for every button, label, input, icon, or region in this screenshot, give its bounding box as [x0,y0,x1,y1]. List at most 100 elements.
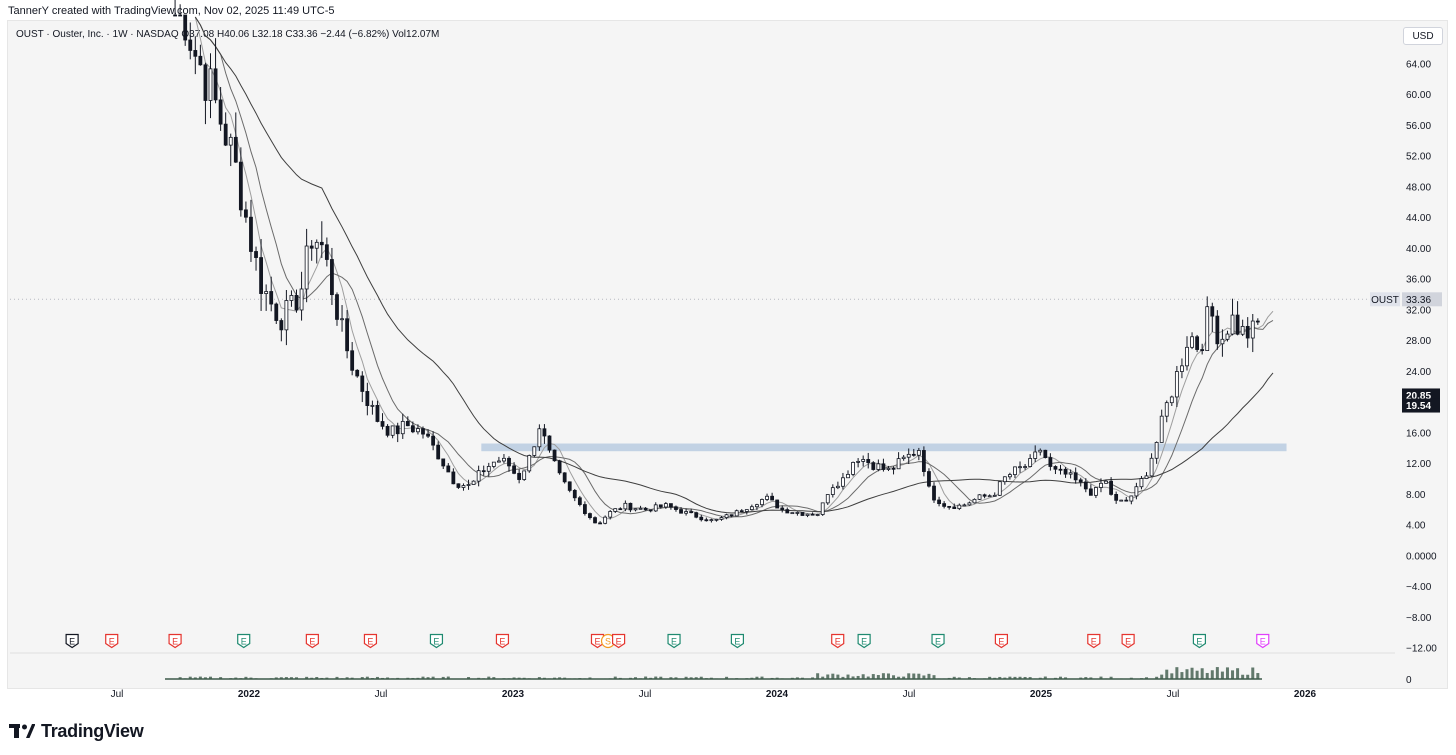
y-tick-label: 56.00 [1406,121,1431,132]
currency-button[interactable]: USD [1403,27,1443,45]
volume-bar [274,677,278,679]
x-tick-label: 2023 [502,689,525,700]
candle-body [324,244,329,260]
candle-body [390,425,395,436]
candle-body [173,14,177,17]
y-tick-label: −8.00 [1406,613,1432,624]
candle-body [1235,314,1240,335]
volume-bar [1064,677,1068,679]
earnings-marker[interactable]: E [831,633,845,649]
candle-body [760,499,764,506]
candle-body [466,484,471,486]
earnings-marker[interactable]: E [1121,633,1135,649]
candle-body [244,209,248,218]
candle-body [755,504,759,508]
volume-bar [861,674,865,679]
ma-label-value: 20.85 [1406,391,1431,402]
volume-bar [831,673,835,679]
candle-body [1190,336,1194,348]
earnings-marker[interactable]: E [495,633,510,649]
candle-body [395,425,400,435]
event-label: E [998,637,1004,647]
x-tick-label: Jul [111,689,124,700]
candle-body [932,485,936,501]
earnings-icon [168,633,182,649]
volume-bar [1018,676,1022,679]
tradingview-logo[interactable]: TradingView [9,721,144,741]
candle-body [835,485,840,489]
candle-body [739,510,744,513]
earnings-marker[interactable]: E [667,633,681,649]
candle-body [1230,314,1235,335]
candle-body [724,514,729,518]
candle-body [228,136,233,146]
y-tick-label: 60.00 [1406,90,1431,101]
event-label: E [172,637,178,647]
earnings-marker[interactable]: E [105,633,119,649]
candle-body [1104,480,1108,484]
candle-body [188,39,193,51]
y-tick-label: 64.00 [1406,59,1431,70]
candle-body [719,517,724,520]
earnings-marker[interactable]: E [857,633,871,649]
event-label: E [309,637,315,647]
volume-bar [1028,677,1032,679]
candle-body [638,507,643,510]
earnings-marker[interactable]: E [65,633,79,649]
earnings-marker[interactable]: E [612,633,626,649]
volume-bar [537,677,541,679]
candle-body [249,216,253,252]
candle-body [223,123,228,146]
candle-body [1205,306,1210,352]
earnings-marker[interactable]: E [590,633,605,649]
earnings-marker[interactable]: E [168,633,182,649]
event-label: E [935,637,941,647]
candle-body [1043,449,1048,458]
creator-caption: TannerY created with TradingView.com, No… [8,5,335,17]
earnings-icon [305,633,319,649]
earnings-icon [429,633,444,649]
candle-body [1245,325,1250,339]
candle-body [704,519,709,522]
volume-bar [1231,670,1235,679]
volume-bar [305,676,309,679]
candle-body [1109,480,1113,495]
candle-body [335,294,339,320]
candle-body [547,435,552,451]
candle-body [810,513,815,516]
volume-bar [841,676,845,679]
candle-body [684,511,688,514]
ma-label-value: 19.54 [1406,401,1431,412]
y-tick-label: 40.00 [1406,244,1431,255]
candle-body [522,470,527,480]
earnings-marker[interactable]: E [730,633,744,649]
volume-bar [1160,674,1164,679]
earnings-marker[interactable]: E [1087,633,1101,649]
earnings-marker[interactable]: E [305,633,319,649]
volume-bar [1089,677,1093,679]
earnings-marker[interactable]: E [994,633,1008,649]
earnings-marker[interactable]: E [237,633,251,649]
candle-body [1174,371,1179,398]
earnings-icon [1256,633,1270,649]
candle-body [886,467,891,470]
event-label: E [433,637,439,647]
earnings-marker[interactable]: E [363,633,378,649]
volume-bar [1145,677,1149,679]
candle-body [618,508,623,511]
volume-bar [1175,667,1179,679]
volume-bar [345,677,349,679]
candle-body [264,291,269,294]
earnings-marker[interactable]: E [931,633,945,649]
earnings-marker[interactable]: E [429,633,444,649]
earnings-marker[interactable]: E [1256,633,1270,649]
candle-body [800,512,805,516]
earnings-marker[interactable]: E [1192,633,1206,649]
candle-body [841,477,845,487]
candle-body [496,460,501,463]
chart-frame [7,20,1448,689]
volume-bar [1165,669,1169,679]
candle-body [663,503,668,508]
candle-body [699,516,704,521]
